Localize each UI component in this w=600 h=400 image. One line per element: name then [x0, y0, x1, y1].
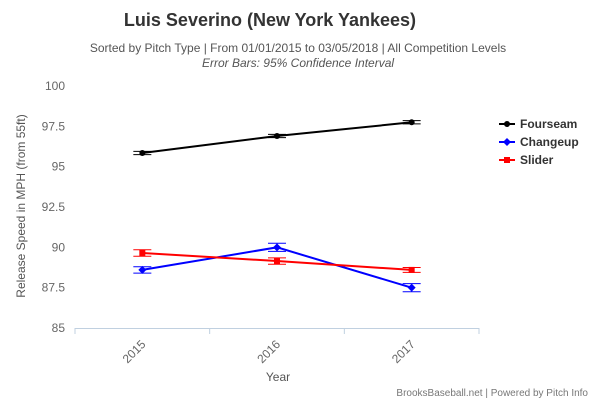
y-tick-label: 100 — [45, 79, 65, 93]
chart-subtitle: Sorted by Pitch Type | From 01/01/2015 t… — [90, 41, 506, 55]
data-point — [139, 249, 146, 256]
y-tick-label: 97.5 — [42, 119, 66, 133]
series-changeup — [133, 242, 421, 293]
series-slider — [133, 249, 421, 273]
credits: BrooksBaseball.net | Powered by Pitch In… — [396, 388, 588, 399]
data-point — [274, 133, 280, 140]
data-point — [273, 243, 281, 252]
legend-marker — [504, 121, 510, 127]
y-tick-label: 85 — [52, 321, 66, 335]
legend-item-fourseam: Fourseam — [499, 117, 577, 131]
y-tick-label: 92.5 — [42, 200, 66, 214]
data-point — [274, 258, 280, 265]
data-point — [408, 266, 415, 273]
legend-marker — [504, 157, 510, 163]
y-axis-label: Release Speed in MPH (from 55ft) — [14, 114, 28, 297]
legend-marker — [503, 138, 511, 146]
chart-subtitle-2: Error Bars: 95% Confidence Interval — [202, 56, 394, 70]
chart-title: Luis Severino (New York Yankees) — [124, 10, 416, 30]
y-tick-label: 95 — [52, 160, 66, 174]
plot-area: 85 87.5 90 92.5 95 97.5 100 2015 2016 2017 — [42, 79, 480, 366]
legend-item-slider: Slider — [499, 153, 554, 167]
legend-item-changeup: Changeup — [499, 135, 579, 149]
legend: Fourseam Changeup Slider — [499, 117, 579, 167]
x-tick-label: 2017 — [389, 337, 418, 366]
series-fourseam — [133, 119, 421, 156]
legend-label: Slider — [520, 153, 554, 167]
data-point — [138, 265, 147, 274]
data-point — [408, 119, 415, 126]
y-tick-label: 90 — [52, 240, 66, 254]
y-tick-label: 87.5 — [42, 281, 66, 295]
legend-label: Fourseam — [520, 117, 577, 131]
x-tick-label: 2015 — [120, 337, 149, 366]
x-tick-label: 2016 — [254, 337, 283, 366]
x-axis-label: Year — [266, 370, 290, 384]
data-point — [407, 283, 416, 292]
data-point — [139, 149, 146, 156]
legend-label: Changeup — [520, 135, 579, 149]
